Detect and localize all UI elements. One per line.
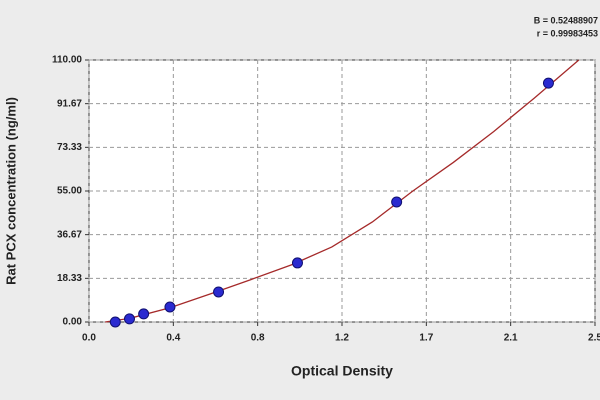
y-tick-label: 55.00 xyxy=(57,186,82,197)
data-point xyxy=(138,308,150,320)
y-tick-label: 73.33 xyxy=(57,142,82,153)
x-tick-label: 0.8 xyxy=(251,333,265,344)
x-axis-title: Optical Density xyxy=(291,363,393,379)
y-axis-title: Rat PCX concentration (ng/ml) xyxy=(3,97,18,285)
x-tick-label: 0.4 xyxy=(166,333,180,344)
y-tick-label: 110.00 xyxy=(52,55,82,66)
data-point xyxy=(291,257,303,269)
data-point xyxy=(123,313,135,325)
x-tick-label: 0.0 xyxy=(82,333,96,344)
x-tick-label: 2.1 xyxy=(504,333,518,344)
y-tick-label: 36.67 xyxy=(57,229,82,240)
data-point xyxy=(213,286,225,298)
data-point xyxy=(109,316,121,328)
x-tick-label: 1.7 xyxy=(419,333,433,344)
x-tick-label: 1.2 xyxy=(335,333,349,344)
data-point xyxy=(542,77,554,89)
data-point xyxy=(164,301,176,313)
annotation: r = 0.99983453 xyxy=(537,28,598,38)
y-tick-label: 91.67 xyxy=(57,98,82,109)
data-point xyxy=(391,196,403,208)
y-tick-label: 0.00 xyxy=(63,317,83,328)
annotation: B = 0.52488907 xyxy=(534,15,598,25)
y-tick-label: 18.33 xyxy=(57,273,82,284)
x-tick-label: 2.5 xyxy=(588,333,600,344)
